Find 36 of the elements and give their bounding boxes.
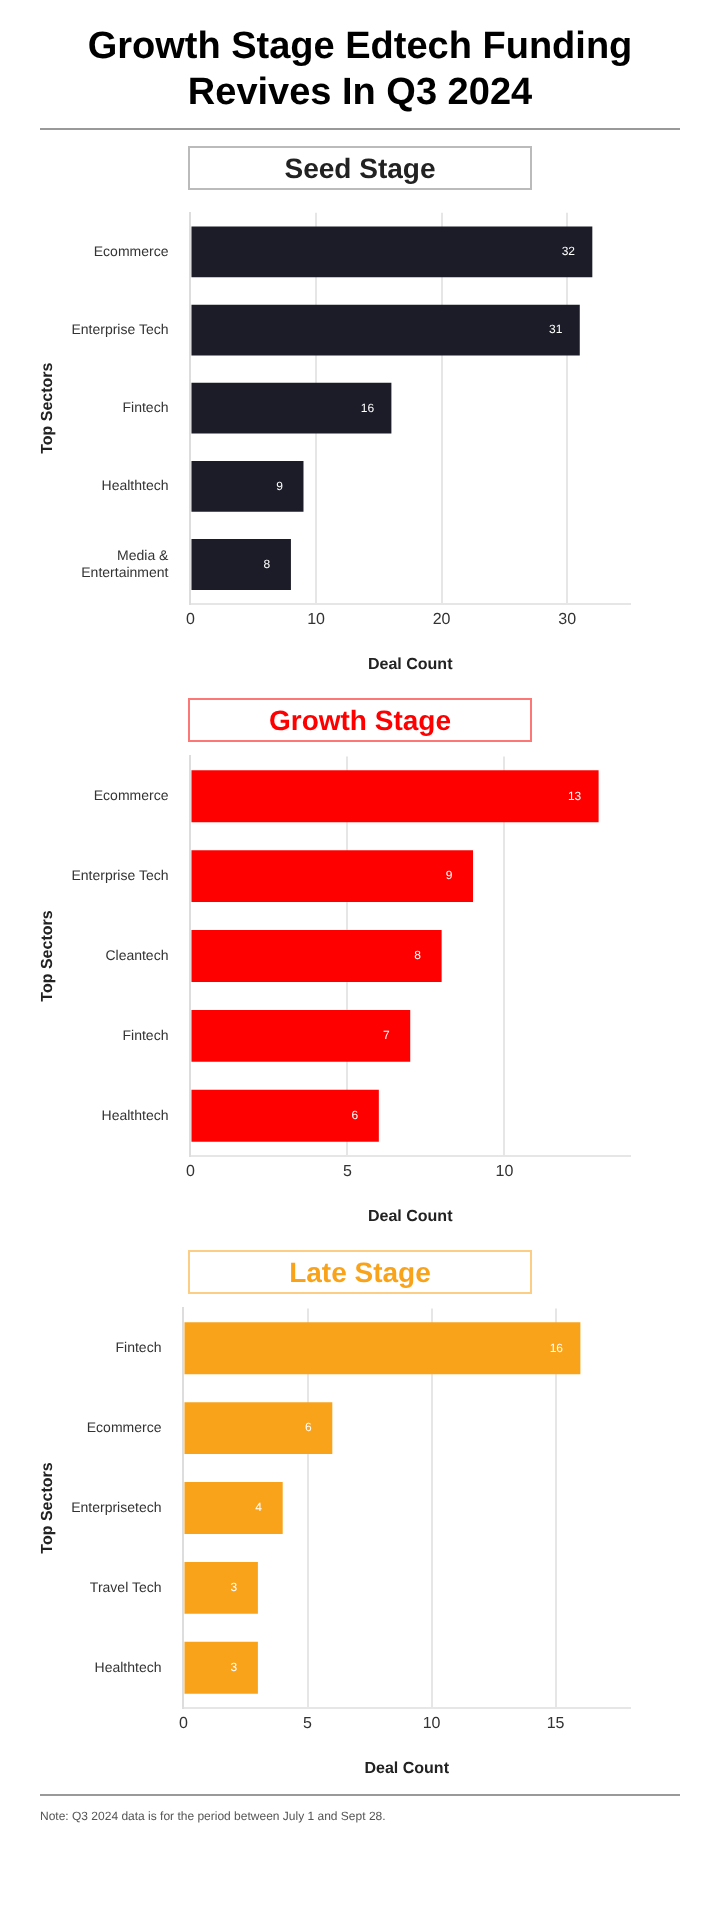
x-tick-label: 15 [546, 1713, 566, 1732]
bar [184, 1641, 258, 1694]
bar [191, 539, 291, 590]
bar [191, 226, 593, 278]
x-tick-label: 10 [422, 1713, 442, 1732]
bar [184, 1402, 333, 1455]
bar [191, 1089, 379, 1142]
bar [191, 850, 474, 903]
y-axis-title: Top Sectors [38, 909, 57, 1002]
x-tick-label: 0 [179, 1713, 190, 1732]
y-axis-title: Top Sectors [38, 1461, 57, 1554]
x-tick-label: 30 [558, 609, 578, 628]
x-tick-label: 10 [495, 1161, 515, 1180]
bar [184, 1561, 258, 1614]
chart-title: Late Stage [188, 1250, 532, 1294]
bar [191, 460, 304, 512]
x-tick-label: 0 [186, 609, 197, 628]
bar [184, 1322, 581, 1375]
x-tick-label: 10 [307, 609, 327, 628]
x-tick-label: 0 [186, 1161, 197, 1180]
x-axis-title: Deal Count [364, 1758, 450, 1777]
chart-subtitle: Seed Stage [188, 146, 532, 190]
y-axis-title: Top Sectors [38, 361, 57, 454]
chart-title: Growth Stage Edtech Funding Revives In Q3 2024 [40, 0, 680, 130]
bar [191, 770, 599, 823]
x-tick-label: 5 [342, 1161, 353, 1180]
bar [191, 930, 442, 982]
x-tick-label: 5 [303, 1713, 314, 1732]
x-axis-title: Deal Count [368, 654, 454, 673]
bar [191, 1009, 411, 1062]
x-axis-title: Deal Count [368, 1206, 454, 1225]
bar [191, 304, 580, 356]
x-tick-label: 20 [432, 609, 452, 628]
bar [191, 382, 392, 434]
bar [184, 1482, 283, 1534]
chart-title: Growth Stage [188, 698, 532, 742]
